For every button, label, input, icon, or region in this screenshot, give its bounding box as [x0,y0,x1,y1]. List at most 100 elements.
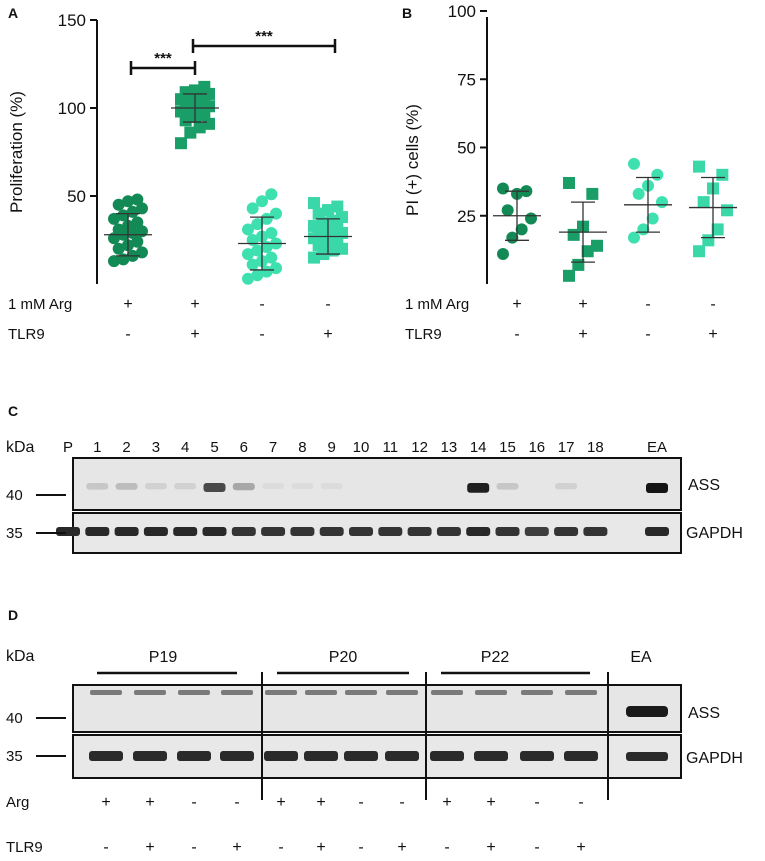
panel-b-row1-label: 1 mM Arg [405,296,469,313]
panel-d-row2-sign-5: + [316,839,325,856]
panelB-point-g3-3 [721,204,733,217]
panelA-point-g0-20 [131,193,144,206]
panel-d-gapdh-band-5 [304,751,338,761]
panelB-ytick-label-25: 25 [457,207,476,226]
panelB-point-g1-3 [591,239,603,252]
panelA-sig-label-0: *** [154,50,172,67]
panel-d-row1-sign-9: + [486,794,495,811]
panel-d-gapdh-band-4 [264,751,298,761]
panelB-point-g2-0 [628,231,640,244]
panelA-point-g0-6 [131,235,144,248]
panel-d-ass-faint-band-5 [305,690,337,695]
panel-a-row2-label: TLR9 [8,326,45,343]
panelA-ytick-label-50: 50 [67,187,86,206]
panel-d-ea-label: EA [630,649,652,666]
panel-c-lane-label-1: 1 [93,439,101,456]
panel-d-row2-sign-3: + [232,839,241,856]
panelA-sig-label-1: *** [255,28,273,45]
panel-d-gapdh-band-2 [177,751,211,761]
panel-c-ass-band-9 [320,483,343,490]
panelA-point-g1-1 [184,126,197,139]
panelA-row2-sign-3: + [323,326,332,343]
panelA-point-g1-2 [193,121,206,134]
panelA-point-g2-17 [270,207,282,220]
panelA-point-g3-19 [322,204,334,217]
panel-d-row1-sign-8: + [442,794,451,811]
panel-d-letter: D [8,607,18,623]
panel-c-gapdh-band-0 [56,527,80,536]
panel-d-ass-faint-band-6 [345,690,377,695]
panel-c-ass-band-4 [174,483,197,490]
panel-c-lane-label-2: 2 [122,439,130,456]
panelA-row1-sign-3: - [325,296,330,313]
panel-c-lane-label-3: 3 [152,439,160,456]
panel-c-gapdh-band-10 [349,527,373,536]
panelA-point-g1-18 [179,86,192,99]
panel-d-gapdh-band-0 [89,751,123,761]
panelB-point-g0-4 [501,204,514,217]
panel-c-lane-label-4: 4 [181,439,189,456]
panel-d-row2-sign-6: - [358,839,363,856]
panel-d-gapdh-band-11 [564,751,598,761]
panel-d-ass-faint-band-9 [475,690,507,695]
panel-c-lane-label-EA: EA [647,439,667,456]
panel-c-lane-label-12: 12 [411,439,428,456]
panel-d-marker-40: 40 [6,710,23,727]
panelA-point-g0-17 [136,202,148,215]
panelA-point-g2-4 [246,258,259,271]
panelB-point-g2-4 [632,187,645,200]
panel-d-separators [261,672,609,800]
panel-c-gapdh-band-18 [583,527,608,536]
panelB-point-g2-7 [628,157,640,170]
panelA-point-g2-15 [251,218,264,231]
panel-c-lane-label-14: 14 [470,439,487,456]
panelB-point-g2-3 [656,196,668,209]
panel-c-gapdh-band-11 [378,527,403,536]
panel-d-row2-sign-4: - [278,839,283,856]
panel-c-gapdh-band-13 [436,527,461,536]
panelA-point-g2-0 [242,272,254,285]
panel-c-gapdh-band-9 [319,527,344,536]
panelB-point-g3-6 [716,168,729,181]
panel-d-group-label-P19: P19 [149,649,178,666]
panel-c-ass-band-1 [86,483,109,490]
panel-c-lane-label-13: 13 [441,439,458,456]
panel-c-ass-band-19 [646,483,668,493]
panel-d-marker-35: 35 [6,748,23,765]
panel-d-ass-faint-band-7 [386,690,418,695]
panel-a-ylabel: Proliferation (%) [7,91,26,213]
panelA-point-g0-11 [112,223,125,236]
panel-d-row1-sign-3: - [234,794,239,811]
panelA-ytick-label-100: 100 [58,99,86,118]
panel-d-row1-sign-5: + [316,794,325,811]
panelB-point-g3-0 [693,245,705,258]
panel-c-letter: C [8,403,18,419]
panel-c-lane-label-10: 10 [353,439,370,456]
panel-d-group-label-P22: P22 [481,649,510,666]
panelB-point-g1-2 [581,245,594,258]
panel-d-row2-sign-9: + [486,839,495,856]
panelA-row1-sign-0: + [123,296,132,313]
panelA-point-g2-18 [246,202,259,215]
panelA-point-g1-20 [198,80,211,93]
panel-d-gapdh-band-8 [430,751,464,761]
panel-b-chart: PI (+) cells (%) 25 50 75 100 1 mM Arg TLR9… [403,2,737,343]
panelB-row1-sign-0: + [512,296,521,313]
panel-d-row1-sign-7: - [399,794,404,811]
panel-c-ass-band-14 [467,483,490,493]
panelA-point-g3-17 [336,211,348,224]
panel-c-ass-band-2 [115,483,138,490]
panelA-row2-sign-2: - [259,326,264,343]
panelB-point-g1-6 [586,187,599,200]
panel-b-ylabel: PI (+) cells (%) [403,104,422,216]
panel-c-lane-label-8: 8 [298,439,306,456]
panel-d-gapdh-band-3 [220,751,254,761]
panel-d-row1-sign-4: + [276,794,285,811]
panel-a-letter: A [8,5,18,21]
panelB-ytick-label-100: 100 [448,2,476,21]
panel-c-gapdh-band-5 [202,527,227,536]
panel-d-gapdh-band-6 [344,751,378,761]
panelA-point-g0-15 [117,209,130,222]
panel-d-row1-sign-0: + [101,794,110,811]
panel-d-group-label-P20: P20 [329,649,358,666]
